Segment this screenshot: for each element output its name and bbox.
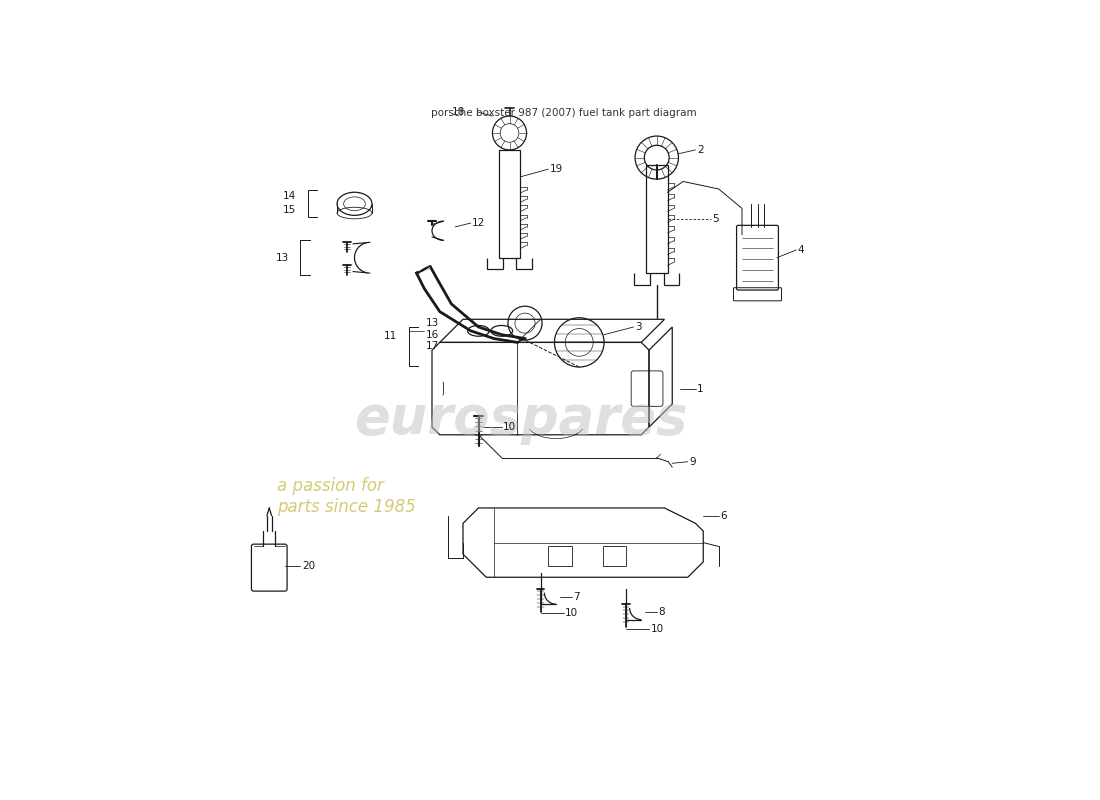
Bar [548, 546, 572, 566]
Text: 11: 11 [384, 331, 397, 342]
Text: porsche boxster 987 (2007) fuel tank part diagram: porsche boxster 987 (2007) fuel tank par… [431, 107, 696, 118]
Text: 13: 13 [426, 318, 439, 328]
Text: 7: 7 [573, 591, 580, 602]
Text: 18: 18 [451, 107, 464, 117]
Text: 4: 4 [798, 245, 804, 255]
Text: 16: 16 [426, 330, 439, 340]
Text: 6: 6 [720, 510, 727, 521]
Text: 2: 2 [697, 145, 704, 155]
Text: 10: 10 [504, 422, 516, 432]
Text: 10: 10 [650, 624, 663, 634]
Text: 20: 20 [301, 561, 315, 570]
Text: a passion for
parts since 1985: a passion for parts since 1985 [277, 477, 416, 516]
Text: 15: 15 [283, 205, 296, 215]
Text: 13: 13 [275, 253, 288, 262]
Text: 1: 1 [697, 383, 704, 394]
Bar [603, 546, 626, 566]
Text: 10: 10 [565, 609, 579, 618]
Text: 19: 19 [550, 164, 563, 174]
Text: 17: 17 [426, 342, 439, 351]
Text: 5: 5 [713, 214, 719, 224]
Text: 9: 9 [690, 457, 696, 466]
Text: 14: 14 [283, 191, 296, 201]
Text: eurospares: eurospares [354, 394, 688, 446]
Text: 12: 12 [472, 218, 485, 228]
Text: 8: 8 [658, 607, 664, 617]
Text: 3: 3 [635, 322, 641, 332]
